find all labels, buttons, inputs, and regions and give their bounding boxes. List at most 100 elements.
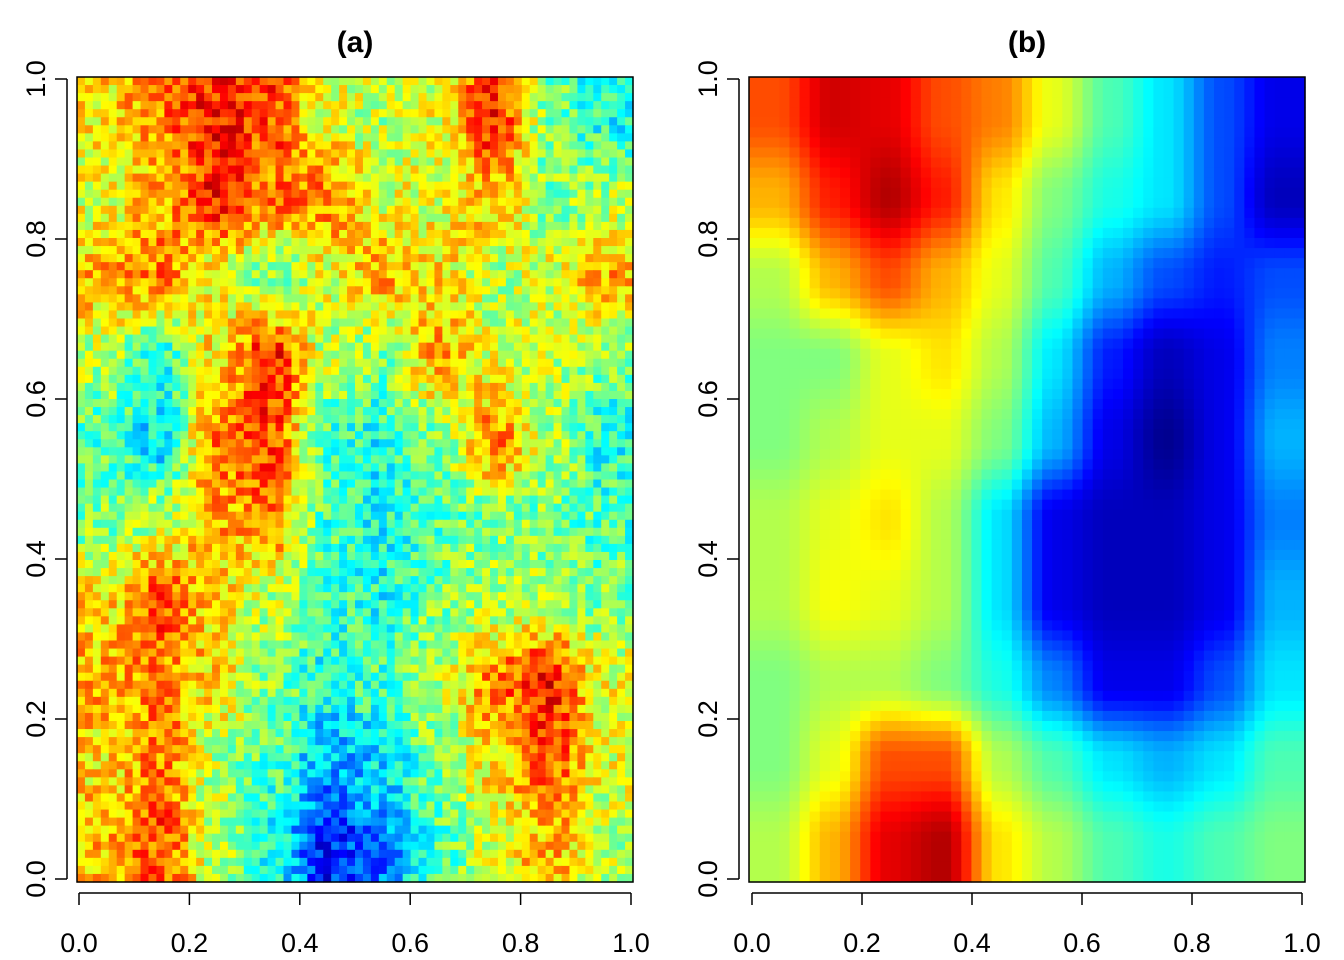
heatmap-cell — [497, 535, 507, 545]
heatmap-cell — [84, 592, 94, 601]
heatmap-cell — [450, 213, 459, 223]
heatmap-cell — [442, 149, 451, 159]
heatmap-cell — [378, 125, 388, 134]
heatmap-cell — [601, 221, 610, 231]
heatmap-cell — [370, 229, 380, 239]
heatmap-cell — [315, 560, 324, 569]
heatmap-cell — [386, 543, 396, 553]
heatmap-cell — [307, 431, 316, 440]
heatmap-cell — [196, 294, 205, 303]
heatmap-cell — [553, 487, 563, 497]
heatmap-cell — [355, 366, 364, 376]
heatmap-cell — [410, 503, 420, 513]
heatmap-cell — [625, 479, 634, 489]
heatmap-cell — [625, 527, 634, 537]
heatmap-cell — [529, 149, 539, 159]
heatmap-cell — [267, 576, 277, 585]
heatmap-cell — [497, 334, 507, 344]
heatmap-cell — [251, 600, 261, 609]
heatmap-cell — [196, 109, 205, 118]
heatmap-cell — [402, 133, 412, 142]
heatmap-cell — [577, 439, 586, 448]
heatmap-cell — [275, 447, 285, 456]
heatmap-cell — [243, 431, 253, 440]
heatmap-cell — [625, 382, 634, 392]
heatmap-cell — [418, 390, 428, 400]
heatmap-cell — [156, 85, 165, 94]
heatmap-cell — [378, 229, 388, 239]
heatmap-cell — [291, 423, 300, 432]
heatmap-cell — [347, 568, 356, 577]
heatmap-cell — [609, 149, 618, 159]
heatmap-cell — [474, 592, 483, 601]
heatmap-cell — [315, 270, 324, 279]
heatmap-cell — [124, 399, 134, 408]
heatmap-cell — [315, 600, 324, 609]
heatmap-cell — [505, 407, 515, 416]
heatmap-cell — [124, 616, 134, 625]
heatmap-cell — [474, 382, 483, 392]
heatmap-cell — [204, 125, 213, 134]
heatmap-cell — [466, 213, 475, 223]
heatmap-cell — [569, 431, 578, 440]
heatmap-cell — [339, 527, 348, 537]
heatmap-cell — [458, 221, 467, 231]
heatmap-cell — [100, 117, 110, 126]
heatmap-cell — [617, 423, 626, 432]
heatmap-cell — [77, 189, 86, 199]
heatmap-cell — [267, 238, 277, 247]
heatmap-cell — [482, 503, 491, 513]
heatmap-cell — [434, 576, 443, 585]
heatmap-cell — [426, 568, 436, 577]
heatmap-cell — [339, 487, 348, 497]
heatmap-cell — [418, 576, 428, 585]
heatmap-cell — [625, 117, 634, 126]
heatmap-cell — [219, 334, 229, 344]
heatmap-cell — [537, 270, 547, 279]
heatmap-cell — [251, 334, 261, 344]
heatmap-cell — [307, 495, 316, 505]
heatmap-cell — [188, 229, 197, 239]
heatmap-cell — [283, 262, 293, 271]
heatmap-cell — [521, 358, 531, 368]
heatmap-cell — [474, 374, 483, 384]
heatmap-cell — [617, 399, 626, 408]
heatmap-cell — [625, 366, 634, 376]
heatmap-cell — [100, 125, 110, 134]
heatmap-cell — [124, 117, 134, 126]
heatmap-cell — [362, 600, 372, 609]
heatmap-cell — [513, 479, 523, 489]
heatmap-cell — [331, 334, 340, 344]
heatmap-cell — [442, 390, 451, 400]
heatmap-cell — [466, 238, 475, 247]
heatmap-cell — [235, 423, 245, 432]
heatmap-cell — [259, 471, 269, 481]
heatmap-cell — [259, 551, 269, 561]
heatmap-cell — [458, 527, 467, 537]
heatmap-cell — [378, 407, 388, 416]
heatmap-cell — [100, 640, 110, 650]
heatmap-cell — [291, 342, 300, 352]
heatmap-cell — [601, 592, 610, 601]
heatmap-cell — [339, 326, 348, 336]
heatmap-cell — [299, 415, 308, 424]
heatmap-cell — [569, 439, 578, 448]
heatmap-cell — [450, 487, 459, 497]
heatmap-cell — [577, 117, 586, 126]
heatmap-cell — [164, 527, 173, 537]
heatmap-cell — [497, 407, 507, 416]
heatmap-cell — [267, 423, 277, 432]
heatmap-cell — [331, 487, 340, 497]
heatmap-cell — [299, 535, 308, 545]
heatmap-cell — [132, 181, 142, 191]
heatmap-cell — [212, 117, 221, 126]
heatmap-cell — [601, 560, 610, 569]
heatmap-cell — [339, 366, 348, 376]
heatmap-cell — [188, 431, 197, 440]
heatmap-cell — [307, 294, 316, 303]
heatmap-cell — [172, 77, 181, 86]
heatmap-cell — [593, 350, 602, 360]
heatmap-cell — [251, 205, 261, 215]
heatmap-cell — [323, 366, 332, 376]
heatmap-cell — [394, 238, 404, 247]
